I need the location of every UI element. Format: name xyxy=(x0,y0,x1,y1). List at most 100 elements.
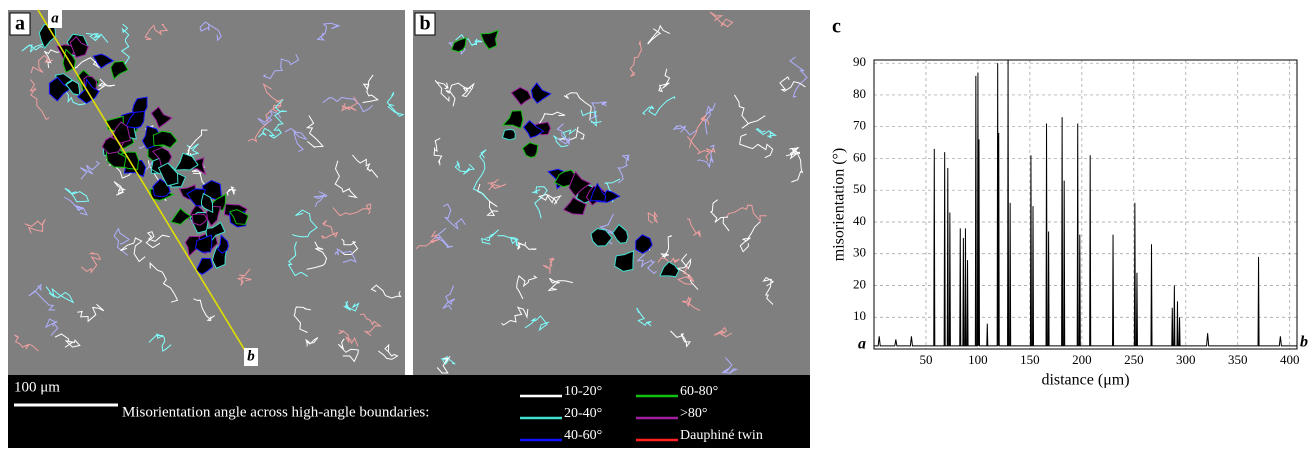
grain xyxy=(614,250,635,272)
profile-line xyxy=(37,9,253,363)
boundary xyxy=(516,275,538,300)
boundary xyxy=(14,334,39,352)
boundary xyxy=(236,268,252,286)
boundary xyxy=(524,315,550,332)
boundary xyxy=(709,199,730,232)
legend-label: >80° xyxy=(680,406,708,421)
boundary xyxy=(24,219,46,234)
boundary xyxy=(517,241,537,251)
boundary xyxy=(629,40,642,77)
start-label: a xyxy=(858,336,866,353)
boundary xyxy=(672,124,698,136)
boundary xyxy=(120,237,146,263)
grain xyxy=(150,106,173,129)
x-tick-label: 300 xyxy=(1176,352,1196,367)
boundary xyxy=(362,74,379,103)
boundary xyxy=(287,241,309,277)
boundary xyxy=(789,147,804,183)
boundary xyxy=(531,186,548,219)
panel-label: a xyxy=(15,13,25,35)
boundary xyxy=(677,265,695,285)
boundary xyxy=(497,235,520,249)
boundary xyxy=(434,227,453,248)
boundary xyxy=(726,204,767,223)
boundary xyxy=(273,98,287,131)
grain xyxy=(501,110,524,129)
boundary xyxy=(779,76,806,92)
boundary xyxy=(85,32,109,43)
boundary xyxy=(538,193,562,205)
grain xyxy=(200,192,214,214)
x-tick-label: 100 xyxy=(968,352,988,367)
boundary xyxy=(187,129,208,158)
line-start-label: a xyxy=(51,10,59,26)
boundary xyxy=(45,286,75,304)
boundary xyxy=(113,181,127,196)
grain xyxy=(523,120,545,139)
boundary xyxy=(647,24,671,45)
boundary xyxy=(442,203,466,230)
legend-label: 10-20° xyxy=(564,384,602,399)
grain xyxy=(170,207,192,225)
plot-frame xyxy=(873,59,1298,350)
grain xyxy=(125,110,146,129)
boundary xyxy=(284,128,308,153)
grain xyxy=(510,86,532,106)
grain xyxy=(48,76,72,102)
line-label-box xyxy=(244,348,258,366)
boundary xyxy=(454,160,476,175)
end-label: b xyxy=(1300,334,1308,351)
grain xyxy=(92,53,115,69)
grain xyxy=(217,234,229,254)
grain xyxy=(77,77,100,105)
boundary xyxy=(337,338,359,363)
x-tick-label: 200 xyxy=(1072,352,1092,367)
legend-title: Misorientation angle across high-angle b… xyxy=(122,404,429,420)
x-axis-label: distance (μm) xyxy=(1041,372,1129,389)
y-tick-label: 40 xyxy=(853,213,866,228)
boundary xyxy=(80,252,102,274)
boundary xyxy=(636,307,652,327)
grain xyxy=(110,60,129,80)
boundary xyxy=(262,53,300,80)
grain xyxy=(568,170,592,197)
boundary xyxy=(292,209,318,238)
boundary xyxy=(113,227,130,256)
boundary xyxy=(434,79,450,102)
y-tick-label: 10 xyxy=(853,308,866,323)
boundary xyxy=(739,133,774,159)
boundary xyxy=(149,261,179,303)
boundary xyxy=(305,115,325,149)
boundary xyxy=(542,257,555,274)
boundary xyxy=(481,229,499,245)
boundary xyxy=(63,196,88,216)
boundary xyxy=(29,79,50,120)
boundary xyxy=(334,160,358,199)
y-tick-label: 30 xyxy=(853,245,866,260)
boundary xyxy=(378,343,399,360)
boundary xyxy=(636,253,657,275)
boundary xyxy=(44,318,59,336)
grain xyxy=(562,196,587,216)
boundary xyxy=(305,337,319,347)
grain xyxy=(590,228,613,247)
boundary xyxy=(64,187,90,203)
boundary xyxy=(359,313,382,337)
x-tick-label: 400 xyxy=(1280,352,1300,367)
boundary xyxy=(262,83,282,112)
profile-line xyxy=(874,59,1297,347)
boundary xyxy=(30,54,54,74)
panel-label: b xyxy=(419,13,430,35)
grain xyxy=(612,223,629,244)
boundary xyxy=(442,285,456,310)
boundary xyxy=(789,56,808,98)
boundary xyxy=(193,298,215,322)
boundary xyxy=(660,235,672,259)
boundary xyxy=(785,146,800,160)
grain xyxy=(65,79,81,96)
boundary xyxy=(79,160,100,180)
boundary xyxy=(647,210,658,224)
boundary xyxy=(199,21,222,42)
boundary xyxy=(316,22,341,41)
